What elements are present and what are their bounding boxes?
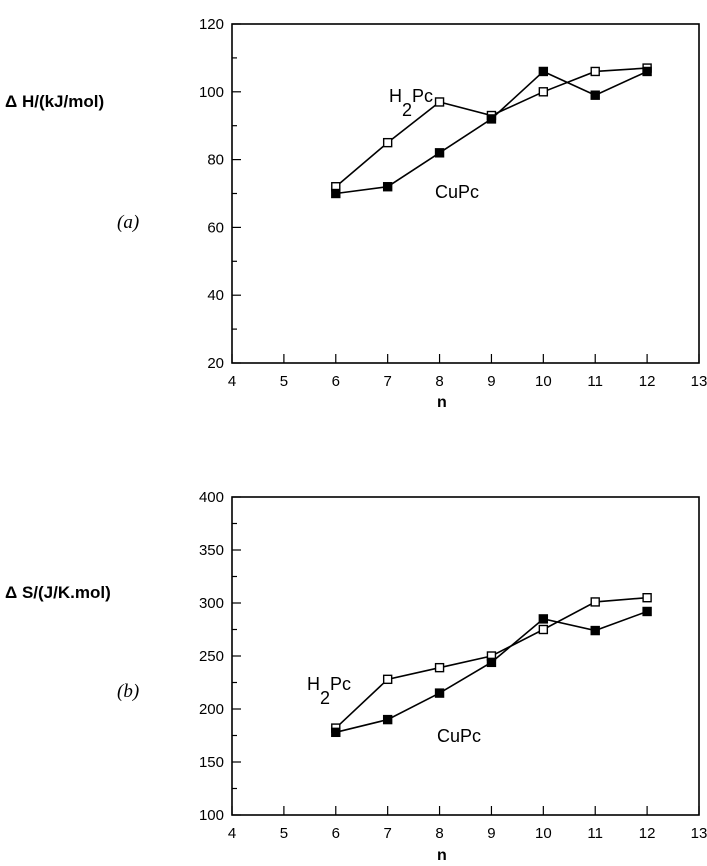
panel-a-h2pc-point (434, 97, 445, 107)
panel-b-xlabel: n (437, 847, 447, 864)
panel-b-ytick-label: 400 (199, 489, 224, 506)
panel-b-xtick-label: 13 (691, 825, 707, 842)
panel-b-xtick-label: 6 (332, 825, 340, 842)
panel-b-ylabel: Δ S/(J/K.mol) (5, 583, 111, 602)
panel-a-h2pc-label-tail: Pc (412, 86, 433, 106)
panel-b-ytick-label: 200 (199, 701, 224, 718)
panel-b-cupc-point (382, 714, 393, 725)
panel-a-h2pc-point (590, 66, 600, 77)
panel-a-h2pc-label-main: H (389, 86, 402, 106)
panel-b-label: (b) (117, 681, 139, 702)
panel-b-ytick-label: 300 (199, 595, 224, 612)
panel-b-cupc-point (538, 614, 549, 624)
panel-b-ytick-label: 100 (199, 807, 224, 824)
panel-b-cupc-label: CuPc (437, 726, 481, 746)
panel-a-cupc-point (434, 148, 445, 158)
panel-a-h2pc-label-sub: 2 (402, 100, 412, 120)
panel-a-ytick-label: 80 (207, 152, 224, 169)
panel-a-xtick-label: 6 (332, 373, 340, 390)
panel-b-ytick-label: 250 (199, 648, 224, 665)
panel-b-xtick-label: 10 (535, 825, 552, 842)
panel-a-xtick-label: 7 (383, 373, 391, 390)
panel-a-ytick-label: 100 (199, 84, 224, 101)
panel-a-series (331, 63, 652, 199)
panel-b-xtick-label: 4 (228, 825, 236, 842)
panel-a-xtick-label: 4 (228, 373, 236, 390)
panel-b-xtick-label: 5 (280, 825, 288, 842)
panel-b-cupc-point (486, 657, 497, 668)
panel-a-xlabel: n (437, 394, 447, 411)
panel-a-cupc-label: CuPc (435, 182, 479, 202)
panel-a-h2pc-point (382, 137, 393, 148)
panel-a-ytick-label: 20 (207, 355, 224, 372)
panel-a-cupc-point (642, 66, 652, 77)
panel-a-plot-frame (231, 23, 700, 364)
panel-a-xtick-label: 5 (280, 373, 288, 390)
panel-b-h2pc-label: H2Pc (307, 674, 351, 708)
panel-b-series (331, 593, 652, 738)
panel-a-xtick-label: 9 (487, 373, 495, 390)
panel-a-cupc-point (590, 90, 600, 100)
panel-b-h2pc-label-main: H (307, 674, 320, 694)
panel-a-ytick-label: 120 (199, 16, 224, 33)
panel-a-cupc-point (382, 182, 393, 192)
panel-b-plot-frame (231, 496, 700, 816)
panel-b-h2pc-point (382, 674, 393, 685)
panel-b-h2pc-point (590, 597, 600, 607)
panel-b-h2pc-point (642, 593, 652, 603)
panel-b-h2pc-point (538, 624, 549, 635)
panel-b-cupc-point (434, 688, 445, 698)
panel-a-ytick-label: 60 (207, 219, 224, 236)
panel-a-h2pc-line (335, 67, 648, 188)
panel-a-ytick-label: 40 (207, 287, 224, 304)
chart-panel-a: 20 40 60 80 100 120 4 5 6 7 8 9 10 11 12 13 Δ H/(kJ/mol… (5, 16, 707, 411)
panel-b-cupc-line (335, 610, 648, 734)
panel-b-cupc-point (331, 727, 341, 738)
panel-b-ytick-label: 150 (199, 754, 224, 771)
panel-a-xtick-label: 8 (435, 373, 443, 390)
panel-a-tick-labels: 20 40 60 80 100 120 4 5 6 7 8 9 10 11 12 13 (199, 16, 707, 390)
panel-a-xtick-label: 13 (691, 373, 707, 390)
panel-b-h2pc-label-sub: 2 (320, 688, 330, 708)
panel-b-cupc-point (590, 625, 600, 636)
panel-b-cupc-point (642, 606, 652, 617)
panel-b-h2pc-label-tail: Pc (330, 674, 351, 694)
panel-b-ticks (231, 496, 700, 816)
panel-b-ytick-label: 350 (199, 542, 224, 559)
panel-a-ylabel: Δ H/(kJ/mol) (5, 92, 104, 111)
panel-a-xtick-label: 10 (535, 373, 552, 390)
panel-a-cupc-point (486, 114, 497, 124)
panel-b-xtick-label: 7 (383, 825, 391, 842)
panel-b-xtick-label: 9 (487, 825, 495, 842)
panel-a-h2pc-point (538, 87, 549, 97)
panel-a-h2pc-label: H2Pc (389, 86, 433, 120)
panel-b-h2pc-point (434, 662, 445, 673)
panel-b-xtick-label: 11 (587, 825, 603, 842)
panel-b-xtick-label: 8 (435, 825, 443, 842)
panel-b-tick-labels: 100 150 200 250 300 350 400 4 5 6 7 8 9 10 11 12 13 (199, 489, 707, 842)
panel-a-cupc-point (331, 188, 341, 199)
panel-a-cupc-line (335, 70, 648, 195)
panel-b-xtick-label: 12 (639, 825, 656, 842)
panel-a-xtick-label: 11 (587, 373, 603, 390)
panel-a-cupc-point (538, 66, 549, 77)
panel-a-label: (a) (117, 212, 139, 233)
panel-a-xtick-label: 12 (639, 373, 656, 390)
chart-panel-b: 100 150 200 250 300 350 400 4 5 6 7 8 9 10 11 12 13 Δ S/… (5, 489, 707, 864)
